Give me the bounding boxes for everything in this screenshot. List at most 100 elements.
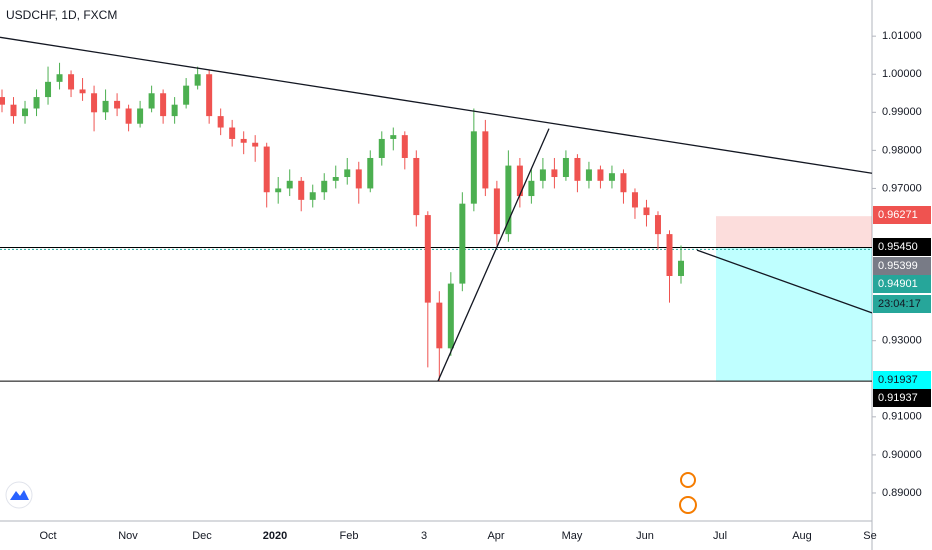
candle-body: [194, 74, 201, 86]
candle-body: [620, 173, 627, 193]
logo: [5, 481, 33, 509]
candle-body: [102, 100, 109, 113]
candle-body: [160, 93, 167, 117]
price-label: 0.91937: [878, 392, 918, 404]
x-tick-label: Aug: [792, 530, 812, 542]
x-tick-label: Jul: [713, 530, 727, 542]
candle-body: [275, 188, 282, 193]
y-tick-label: 0.90000: [882, 449, 922, 461]
candle-body: [332, 177, 339, 181]
price-label-bg: [873, 371, 931, 389]
candle-body: [459, 203, 466, 284]
trend-line: [0, 36, 873, 174]
y-tick-label: 0.98000: [882, 144, 922, 156]
trend-line: [696, 249, 873, 314]
candle-body: [551, 169, 558, 178]
x-tick-label: 2020: [263, 530, 287, 542]
x-tick-label: May: [562, 530, 583, 542]
x-tick-label: Se: [863, 530, 876, 542]
x-tick-label: Dec: [192, 530, 212, 542]
candle-body: [585, 169, 592, 181]
plot: [0, 36, 873, 382]
candle-body: [390, 135, 397, 139]
price-label: 0.96271: [878, 209, 918, 221]
trend-line: [437, 128, 550, 382]
price-label-bg: [873, 389, 931, 407]
candle-body: [114, 100, 121, 109]
candle-body: [643, 207, 650, 216]
candle-body: [574, 157, 581, 181]
y-tick-label: 1.00000: [882, 68, 922, 80]
candle-body: [0, 97, 5, 105]
candle-body: [125, 108, 132, 124]
x-tick-label: Feb: [340, 530, 359, 542]
candle-body: [217, 116, 224, 128]
price-label: 0.91937: [878, 374, 918, 386]
price-label-bg: [873, 238, 931, 256]
y-tick-label: 0.99000: [882, 106, 922, 118]
chart-title: USDCHF, 1D, FXCM: [6, 8, 117, 22]
candle-body: [45, 81, 52, 98]
stop-zone: [716, 247, 872, 382]
candle-body: [252, 142, 259, 147]
candle-body: [678, 260, 684, 276]
candle-body: [562, 157, 569, 178]
candle-body: [240, 138, 247, 143]
candle-body: [597, 169, 604, 181]
x-tick-label: Apr: [487, 530, 504, 542]
candle-body: [413, 157, 420, 216]
y-tick-label: 0.91000: [882, 411, 922, 423]
candle-body: [68, 74, 75, 90]
candle-body: [528, 180, 535, 197]
candle-body: [56, 74, 63, 82]
candle-body: [263, 146, 270, 193]
price-label: 0.95450: [878, 241, 918, 253]
candle-body: [355, 169, 362, 189]
candle-body: [22, 108, 29, 117]
profit-zone: [716, 216, 872, 248]
candle-body: [424, 215, 431, 303]
candle-body: [505, 165, 512, 235]
candle-body: [148, 93, 155, 109]
candle-body: [378, 138, 385, 158]
candle-body: [286, 180, 293, 189]
event-icons: [679, 472, 697, 514]
candle-body: [631, 192, 638, 208]
candle-body: [91, 93, 98, 113]
candle-body: [298, 180, 305, 200]
candle-body: [367, 157, 374, 189]
y-tick-label: 1.01000: [882, 30, 922, 42]
y-tick-label: 0.97000: [882, 182, 922, 194]
candle-body: [309, 192, 316, 200]
price-label-bg: [873, 257, 931, 275]
x-tick-label: Jun: [636, 530, 654, 542]
candle-body: [206, 74, 213, 117]
candle-body: [79, 89, 86, 94]
candle-body: [470, 131, 477, 204]
x-tick-label: 3: [421, 530, 427, 542]
x-tick-label: Nov: [118, 530, 138, 542]
candle-body: [482, 131, 489, 189]
candle-body: [436, 302, 443, 349]
candle-body: [344, 169, 351, 178]
candle-body: [654, 215, 661, 235]
y-tick-label: 0.89000: [882, 487, 922, 499]
candle-body: [171, 104, 178, 117]
candle-body: [539, 169, 546, 181]
countdown-bg: [873, 295, 931, 313]
candle-body: [516, 165, 523, 197]
candle-body: [666, 234, 673, 276]
candle-body: [401, 135, 408, 158]
price-label-bg: [873, 206, 931, 224]
y-tick-label: 0.93000: [882, 335, 922, 347]
candle-body: [137, 108, 144, 124]
candle-body: [229, 127, 236, 139]
candle-body: [183, 85, 190, 105]
price-label: 0.95399: [878, 260, 918, 272]
price-label: 0.94901: [878, 278, 918, 290]
price-label-bg: [873, 275, 931, 293]
candle-body: [493, 188, 500, 235]
candle-body: [33, 97, 40, 109]
